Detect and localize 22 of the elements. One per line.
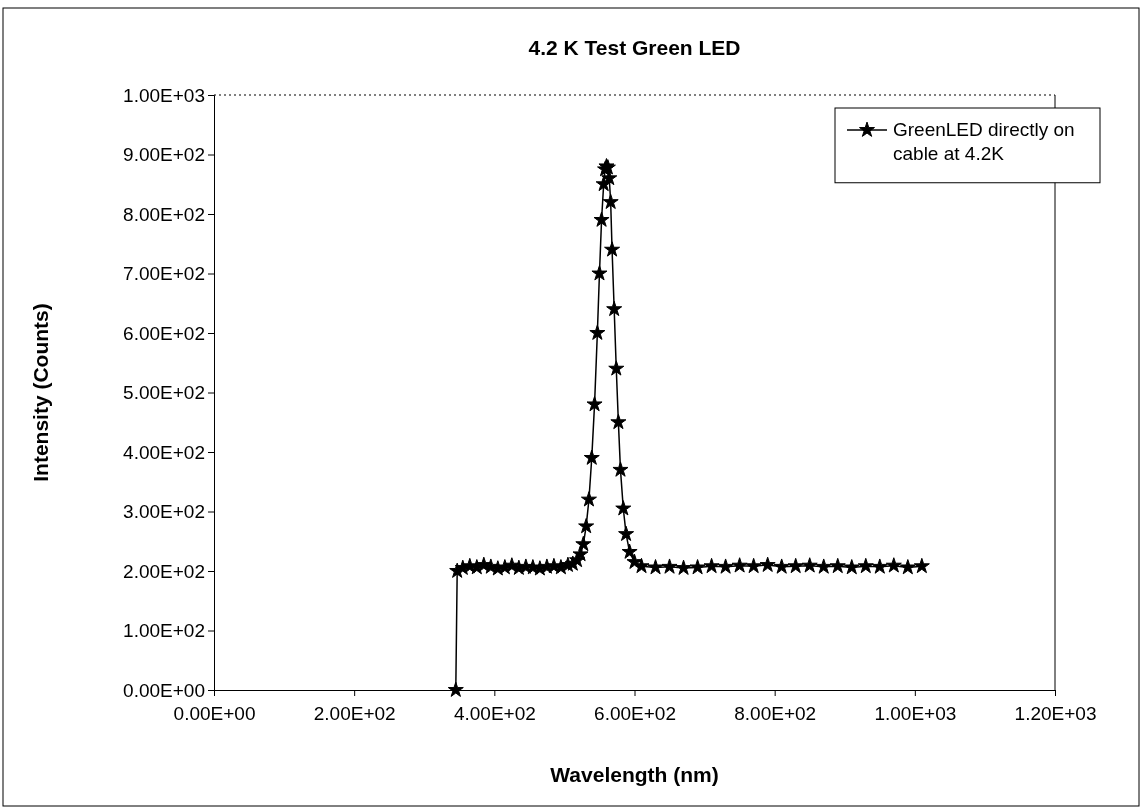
x-tick-label: 8.00E+02 [734, 702, 817, 724]
x-tick-label: 6.00E+02 [594, 702, 676, 724]
y-tick-label: 8.00E+02 [123, 203, 205, 225]
y-tick-label: 2.00E+02 [123, 560, 205, 582]
y-tick-label: 5.00E+02 [123, 382, 205, 404]
y-tick-label: 1.00E+02 [123, 620, 205, 642]
x-tick-label: 2.00E+02 [313, 702, 396, 724]
x-tick-label: 1.20E+03 [1014, 702, 1097, 724]
y-tick-label: 7.00E+02 [123, 263, 205, 285]
x-tick-label: 1.00E+03 [874, 702, 957, 724]
y-axis-title: Intensity (Counts) [29, 303, 52, 482]
x-axis-title: Wavelength (nm) [550, 763, 719, 786]
y-tick-label: 6.00E+02 [123, 322, 205, 344]
y-tick-label: 9.00E+02 [123, 144, 205, 166]
chart-title: 4.2 K Test Green LED [528, 36, 741, 59]
y-tick-label: 1.00E+03 [123, 84, 205, 106]
y-tick-label: 4.00E+02 [123, 441, 205, 463]
y-tick-label: 3.00E+02 [123, 501, 205, 523]
legend-label: GreenLED directly on cable at 4.2K [893, 119, 1075, 164]
x-tick-label: 0.00E+00 [173, 702, 256, 724]
y-tick-label: 0.00E+00 [123, 679, 205, 701]
x-tick-label: 4.00E+02 [453, 702, 536, 724]
